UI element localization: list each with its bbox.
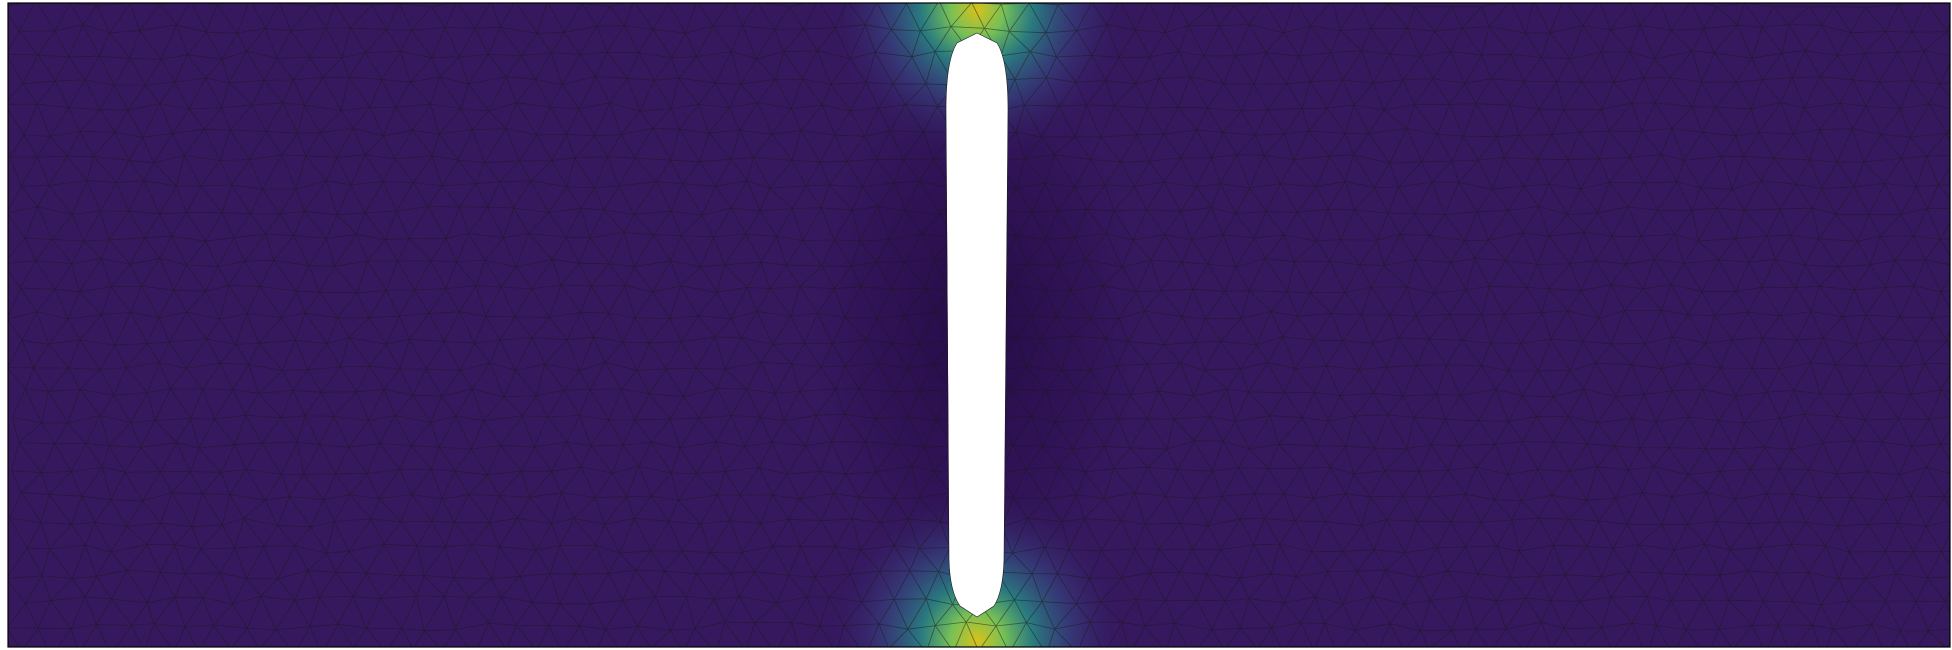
domain-border [7,2,1951,648]
slot-hole [945,32,1009,618]
